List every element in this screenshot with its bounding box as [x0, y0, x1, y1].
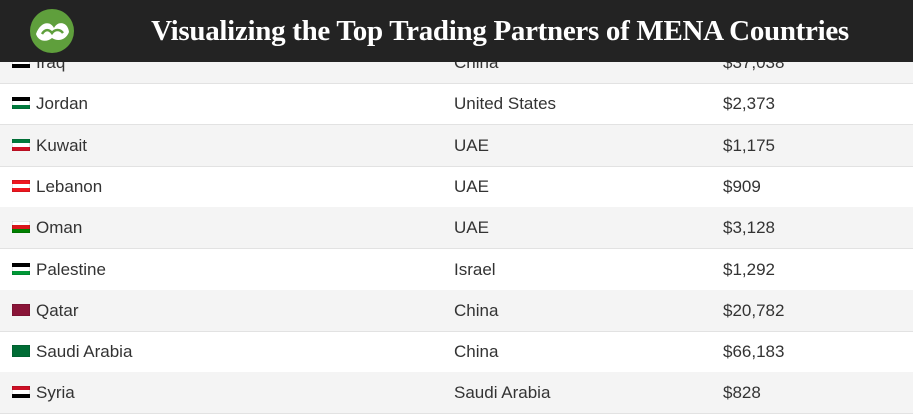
flag — [12, 221, 30, 234]
country: Kuwait — [36, 135, 88, 155]
title: Visualizing the Top Trading Partners of … — [151, 15, 849, 47]
flag — [12, 97, 30, 110]
country: Jordan — [36, 94, 88, 114]
logo — [30, 9, 74, 53]
table-row: Jordan United States $2,373 — [0, 83, 913, 126]
partner: UAE — [454, 176, 489, 196]
trade-value: $1,175 — [723, 135, 775, 155]
partner: Israel — [454, 259, 496, 279]
trade-value: $3,128 — [723, 218, 775, 238]
table-row: Syria Saudi Arabia $828 — [0, 372, 913, 414]
country: Lebanon — [36, 176, 103, 196]
partner: China — [454, 300, 499, 320]
country: Oman — [36, 218, 83, 238]
table-row: Kuwait UAE $1,175 — [0, 124, 913, 167]
country: Palestine — [36, 259, 106, 279]
flag — [12, 386, 30, 399]
flag — [12, 138, 30, 151]
flag — [12, 179, 30, 192]
flag — [12, 262, 30, 275]
flag — [12, 303, 30, 316]
table-row: Palestine Israel $1,292 — [0, 249, 913, 291]
partner: UAE — [454, 218, 489, 238]
trade-value: $828 — [723, 383, 761, 403]
trade-value: $20,782 — [723, 300, 785, 320]
partner: China — [454, 342, 499, 362]
partner: United States — [454, 94, 557, 114]
table-row: Saudi Arabia China $66,183 — [0, 331, 913, 374]
table-row: Qatar China $20,782 — [0, 289, 913, 332]
country: Syria — [36, 383, 75, 403]
trade-value: $2,373 — [723, 94, 775, 114]
flag — [12, 345, 30, 358]
partner: Saudi Arabia — [454, 383, 551, 403]
partner: UAE — [454, 135, 489, 155]
country: Saudi Arabia — [36, 342, 133, 362]
header: Visualizing the Top Trading Partners of … — [0, 0, 913, 62]
trade-value: $66,183 — [723, 342, 785, 362]
country: Qatar — [36, 300, 79, 320]
table-row: Oman UAE $3,128 — [0, 207, 913, 250]
table-row: Lebanon UAE $909 — [0, 166, 913, 208]
trade-value: $909 — [723, 176, 761, 196]
trade-value: $1,292 — [723, 259, 775, 279]
